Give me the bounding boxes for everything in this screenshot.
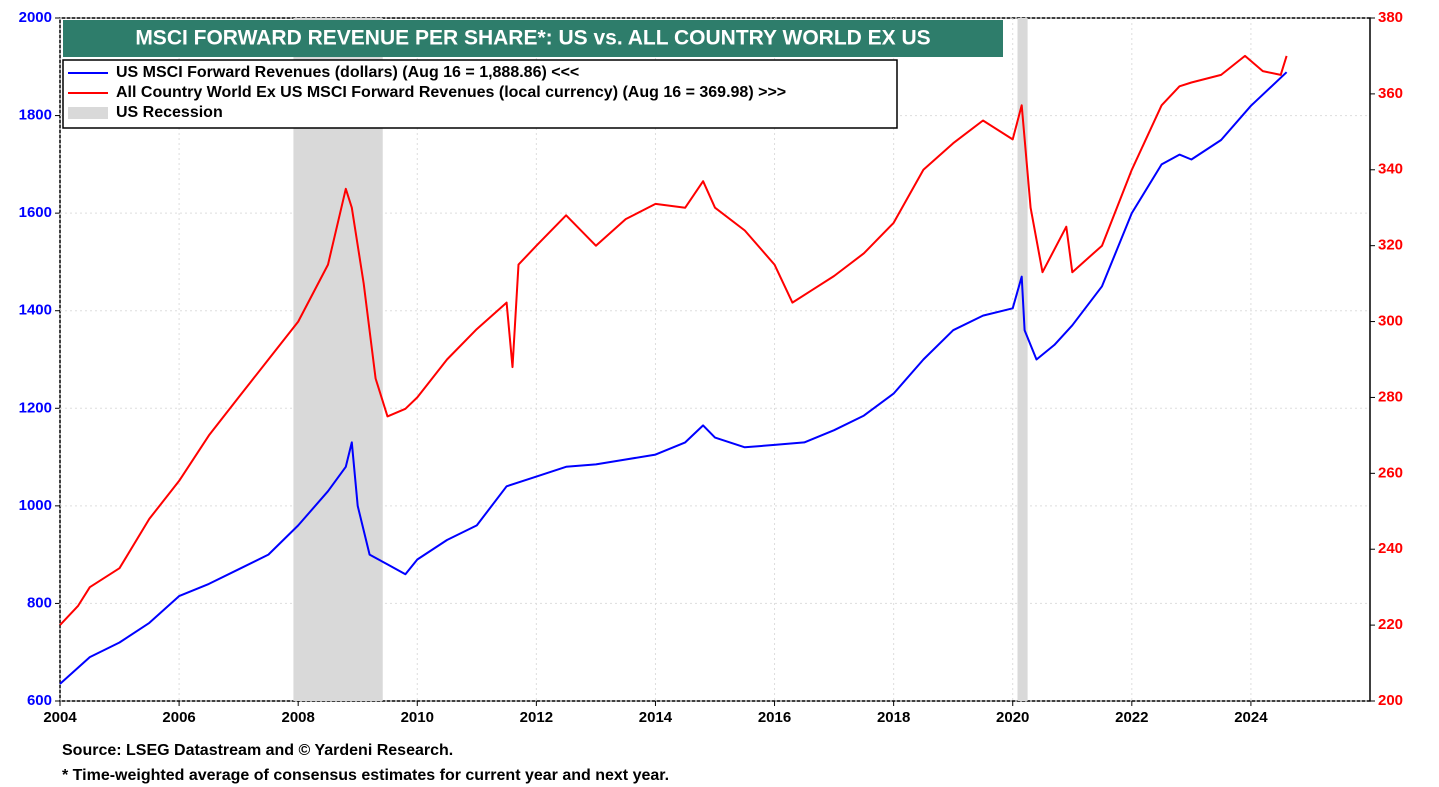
x-tick-label: 2008 [281,709,314,726]
y2-tick-label: 260 [1378,464,1403,481]
legend-label: US MSCI Forward Revenues (dollars) (Aug … [116,64,579,81]
y2-tick-label: 380 [1378,9,1403,26]
x-tick-label: 2004 [43,709,77,726]
y-tick-label: 1200 [19,399,52,416]
y-tick-label: 800 [27,594,52,611]
legend-box [62,59,898,129]
y2-tick-label: 300 [1378,313,1403,330]
y-tick-label: 1000 [19,497,52,514]
y2-tick-label: 360 [1378,85,1403,102]
footnote: * Time-weighted average of consensus est… [62,767,669,784]
x-tick-label: 2018 [877,709,910,726]
y2-tick-label: 320 [1378,237,1403,254]
x-tick-label: 2014 [639,709,673,726]
y-tick-label: 1600 [19,204,52,221]
chart-title: MSCI FORWARD REVENUE PER SHARE*: US vs. … [135,27,930,50]
title-box [63,20,1003,57]
y2-tick-label: 340 [1378,161,1403,178]
y-tick-label: 600 [27,692,52,709]
x-tick-label: 2020 [996,709,1029,726]
y2-tick-label: 220 [1378,616,1403,633]
legend-label: All Country World Ex US MSCI Forward Rev… [116,84,786,101]
plot [59,18,1288,701]
y-tick-label: 1400 [19,302,52,319]
y2-tick-label: 240 [1378,540,1403,557]
recession-band [293,18,383,701]
y2-tick-label: 200 [1378,692,1403,709]
x-tick-label: 2016 [758,709,791,726]
series-line [59,71,1288,685]
recession-band [1017,18,1028,701]
x-tick-label: 2012 [520,709,553,726]
series-line [59,54,1288,626]
x-tick-label: 2022 [1115,709,1148,726]
legend-label: US Recession [116,104,223,121]
source-note: Source: LSEG Datastream and © Yardeni Re… [62,742,453,759]
plot-frame [59,17,1371,702]
y-tick-label: 1800 [19,107,52,124]
legend: US MSCI Forward Revenues (dollars) (Aug … [68,64,786,121]
y2-tick-label: 280 [1378,388,1403,405]
y-tick-label: 2000 [19,9,52,26]
legend-swatch [68,107,108,119]
x-tick-label: 2024 [1234,709,1268,726]
x-tick-label: 2010 [401,709,434,726]
x-tick-label: 2006 [162,709,195,726]
